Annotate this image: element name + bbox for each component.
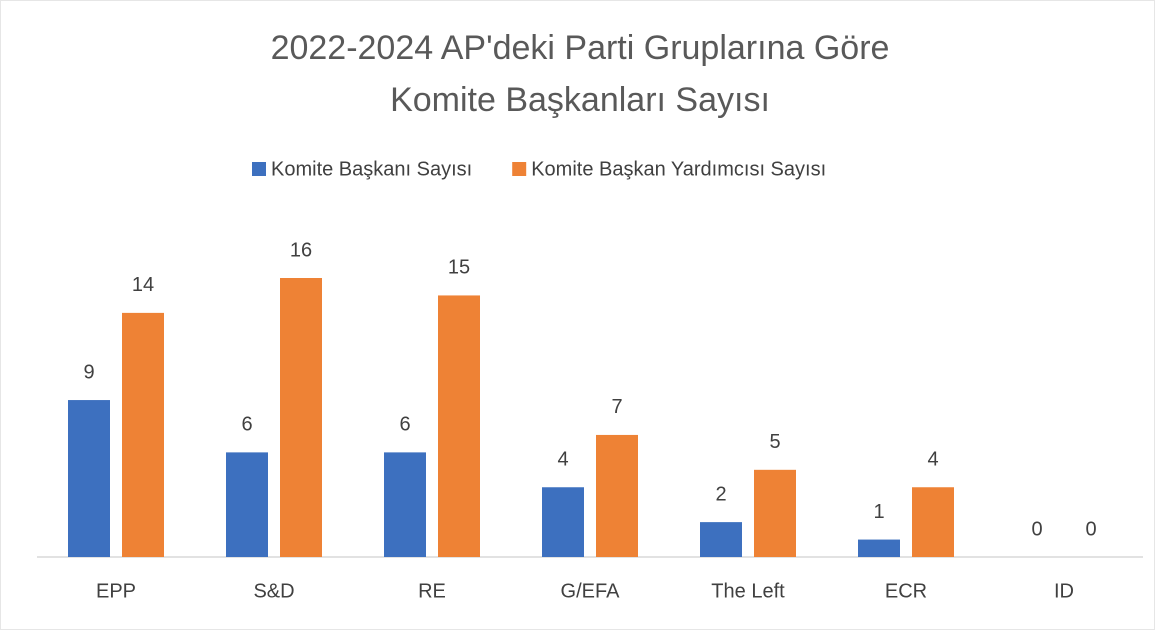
bar — [754, 469, 796, 557]
data-label: 6 — [241, 414, 252, 436]
chart-title: 2022-2024 AP'deki Parti Gruplarına Göre — [271, 29, 890, 67]
data-label: 0 — [1031, 518, 1042, 540]
bar — [68, 400, 110, 557]
x-tick-label: The Left — [711, 580, 785, 602]
chart-title: Komite Başkanları Sayısı — [390, 81, 770, 119]
data-label: 0 — [1085, 518, 1096, 540]
legend-swatch — [252, 162, 266, 176]
bar — [384, 452, 426, 557]
data-label: 6 — [399, 414, 410, 436]
x-tick-label: ECR — [885, 580, 927, 602]
x-tick-label: RE — [418, 580, 446, 602]
bar — [542, 487, 584, 557]
legend-label: Komite Başkan Yardımcısı Sayısı — [531, 158, 826, 180]
data-label: 15 — [448, 257, 470, 279]
x-tick-label: ID — [1054, 580, 1074, 602]
bar — [226, 452, 268, 557]
data-label: 14 — [132, 274, 154, 296]
data-label: 4 — [927, 449, 938, 471]
bar — [596, 434, 638, 557]
x-tick-label: S&D — [253, 580, 294, 602]
bar — [858, 539, 900, 557]
data-label: 2 — [715, 483, 726, 505]
legend-swatch — [512, 162, 527, 176]
x-tick-label: G/EFA — [561, 580, 621, 602]
bar — [122, 312, 164, 557]
data-label: 5 — [769, 431, 780, 453]
bar — [700, 522, 742, 557]
x-tick-label: EPP — [96, 580, 136, 602]
legend-label: Komite Başkanı Sayısı — [271, 158, 472, 180]
data-label: 9 — [83, 361, 94, 383]
data-label: 1 — [873, 501, 884, 523]
bar — [280, 278, 322, 557]
bar — [438, 295, 480, 557]
data-label: 4 — [557, 449, 568, 471]
bar — [912, 487, 954, 557]
data-label: 16 — [290, 239, 312, 261]
data-label: 7 — [611, 396, 622, 418]
